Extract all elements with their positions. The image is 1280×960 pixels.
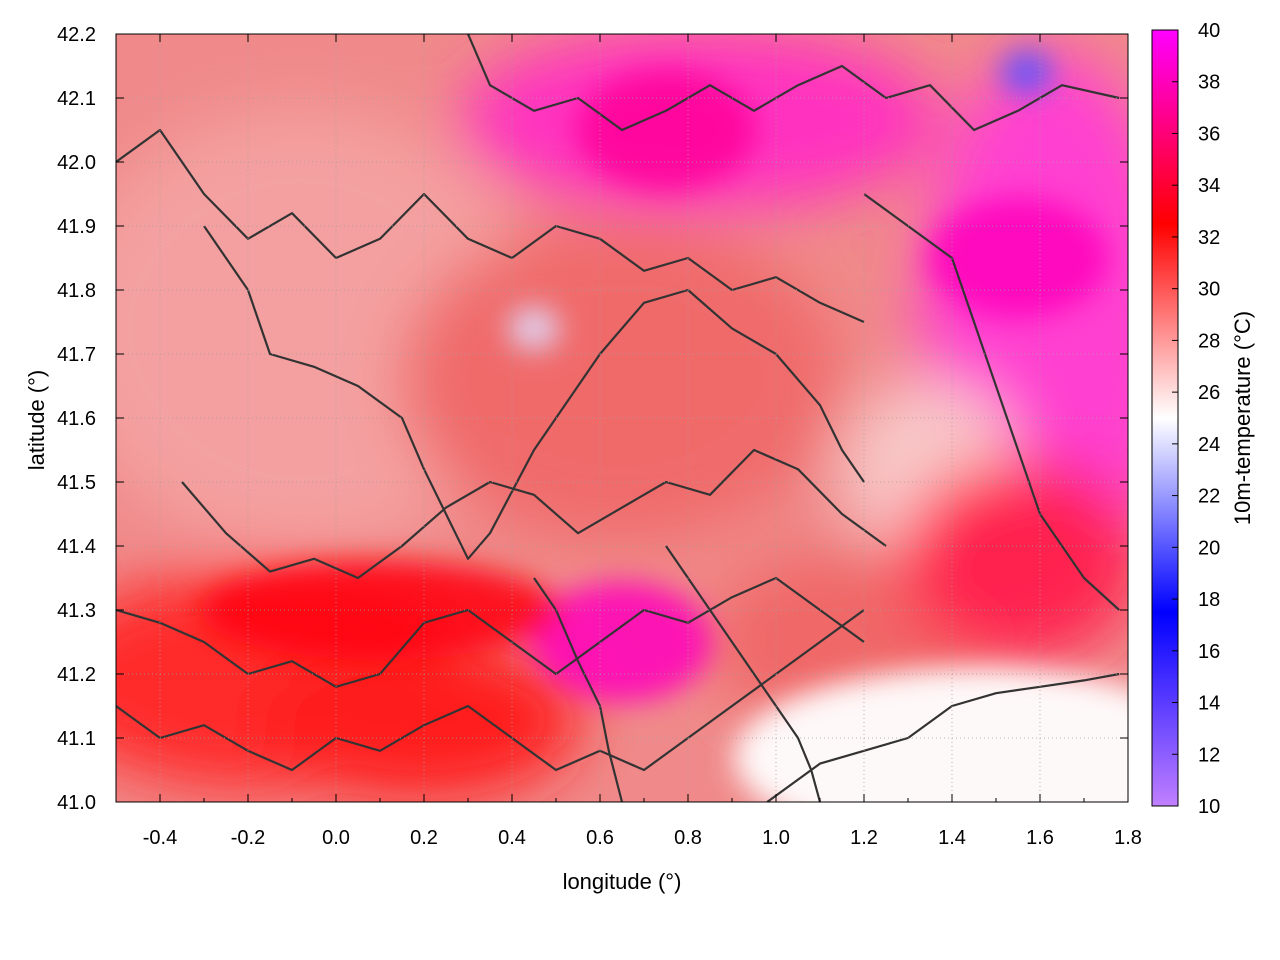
y-axis-title: latitude (°) xyxy=(24,370,49,471)
contour-line-9 xyxy=(665,545,822,802)
y-tick-label: 41.2 xyxy=(57,664,96,686)
colorbar-title: 10m-temperature (°C) xyxy=(1230,311,1255,525)
x-tick-label: 0.2 xyxy=(410,827,438,849)
y-tick-label: 41.8 xyxy=(57,280,96,302)
field-feature-hot-region xyxy=(576,70,756,190)
field-feature-hot-region xyxy=(532,582,712,702)
contour-line-8 xyxy=(863,193,1120,611)
contour-lines xyxy=(116,34,1120,802)
y-axis: 41.0 41.1 41.2 41.3 41.4 41.5 41.6 41.7 41.8 41.9… xyxy=(57,24,1128,814)
y-tick-label: 41.6 xyxy=(57,408,96,430)
x-tick-label: 1.4 xyxy=(938,827,966,849)
plot-area xyxy=(115,33,1129,803)
x-tick-label: 1.8 xyxy=(1114,827,1142,849)
colorbar-tick-label: 38 xyxy=(1198,72,1220,94)
x-tick-label: 1.6 xyxy=(1026,827,1054,849)
field-feature-cool-spot xyxy=(508,306,560,351)
y-tick-label: 41.3 xyxy=(57,600,96,622)
x-tick-label: -0.2 xyxy=(231,827,265,849)
y-tick-label: 42.2 xyxy=(57,24,96,46)
y-tick-label: 41.0 xyxy=(57,792,96,814)
field-feature-cool-spot xyxy=(1000,50,1053,95)
colorbar-tick-label: 22 xyxy=(1198,486,1220,508)
colorbar-tick-label: 36 xyxy=(1198,123,1220,145)
x-tick-label: 1.0 xyxy=(762,827,790,849)
y-tick-label: 42.0 xyxy=(57,152,96,174)
y-tick-label: 41.1 xyxy=(57,728,96,750)
colorbar-tick-label: 28 xyxy=(1198,330,1220,352)
colorbar-tick-label: 34 xyxy=(1198,175,1220,197)
y-tick-label: 42.1 xyxy=(57,88,96,110)
colorbar-tick-label: 10 xyxy=(1198,796,1220,818)
colorbar: 10 12 14 16 18 20 22 24 26 28 30 32 34 36 38 40 10m-tem… xyxy=(1151,20,1255,818)
grid xyxy=(116,33,1129,803)
x-axis: -0.4 -0.2 0.0 0.2 0.4 0.6 0.8 1.0 1.2 1.4 1.6 1.8 xyxy=(115,34,1142,849)
contour-line-4 xyxy=(116,576,865,688)
temperature-field xyxy=(116,34,1128,802)
colorbar-tick-label: 14 xyxy=(1198,693,1220,715)
contour-line-5 xyxy=(116,609,865,772)
colorbar-tick-label: 30 xyxy=(1198,279,1220,301)
colorbar-tick-label: 32 xyxy=(1198,227,1220,249)
x-tick-label: 0.6 xyxy=(586,827,614,849)
colorbar-ticks: 10 12 14 16 18 20 22 24 26 28 30 32 34 36 38 40 xyxy=(1172,20,1220,818)
x-tick-label: -0.4 xyxy=(143,827,177,849)
field-feature-hot-region xyxy=(928,198,1108,318)
colorbar-tick-label: 40 xyxy=(1198,20,1220,42)
contour-line-1 xyxy=(116,128,865,324)
y-tick-label: 41.5 xyxy=(57,472,96,494)
x-axis-title: longitude (°) xyxy=(563,869,682,894)
colorbar-tick-label: 24 xyxy=(1198,434,1220,456)
colorbar-gradient xyxy=(1151,29,1179,807)
x-tick-label: 0.4 xyxy=(498,827,526,849)
y-tick-label: 41.7 xyxy=(57,344,96,366)
contour-line-3 xyxy=(181,448,887,580)
x-tick-label: 0.0 xyxy=(322,827,350,849)
colorbar-tick-label: 12 xyxy=(1198,744,1220,766)
contour-line-10 xyxy=(533,577,624,802)
colorbar-tick-label: 16 xyxy=(1198,641,1220,663)
y-tick-label: 41.4 xyxy=(57,536,96,558)
x-tick-label: 1.2 xyxy=(850,827,878,849)
x-tick-label: 0.8 xyxy=(674,827,702,849)
colorbar-tick-label: 20 xyxy=(1198,537,1220,559)
field-feature-sea xyxy=(734,667,1128,802)
y-tick-label: 41.9 xyxy=(57,216,96,238)
colorbar-tick-label: 26 xyxy=(1198,382,1220,404)
contour-line-2 xyxy=(203,225,865,560)
colorbar-tick-label: 18 xyxy=(1198,589,1220,611)
